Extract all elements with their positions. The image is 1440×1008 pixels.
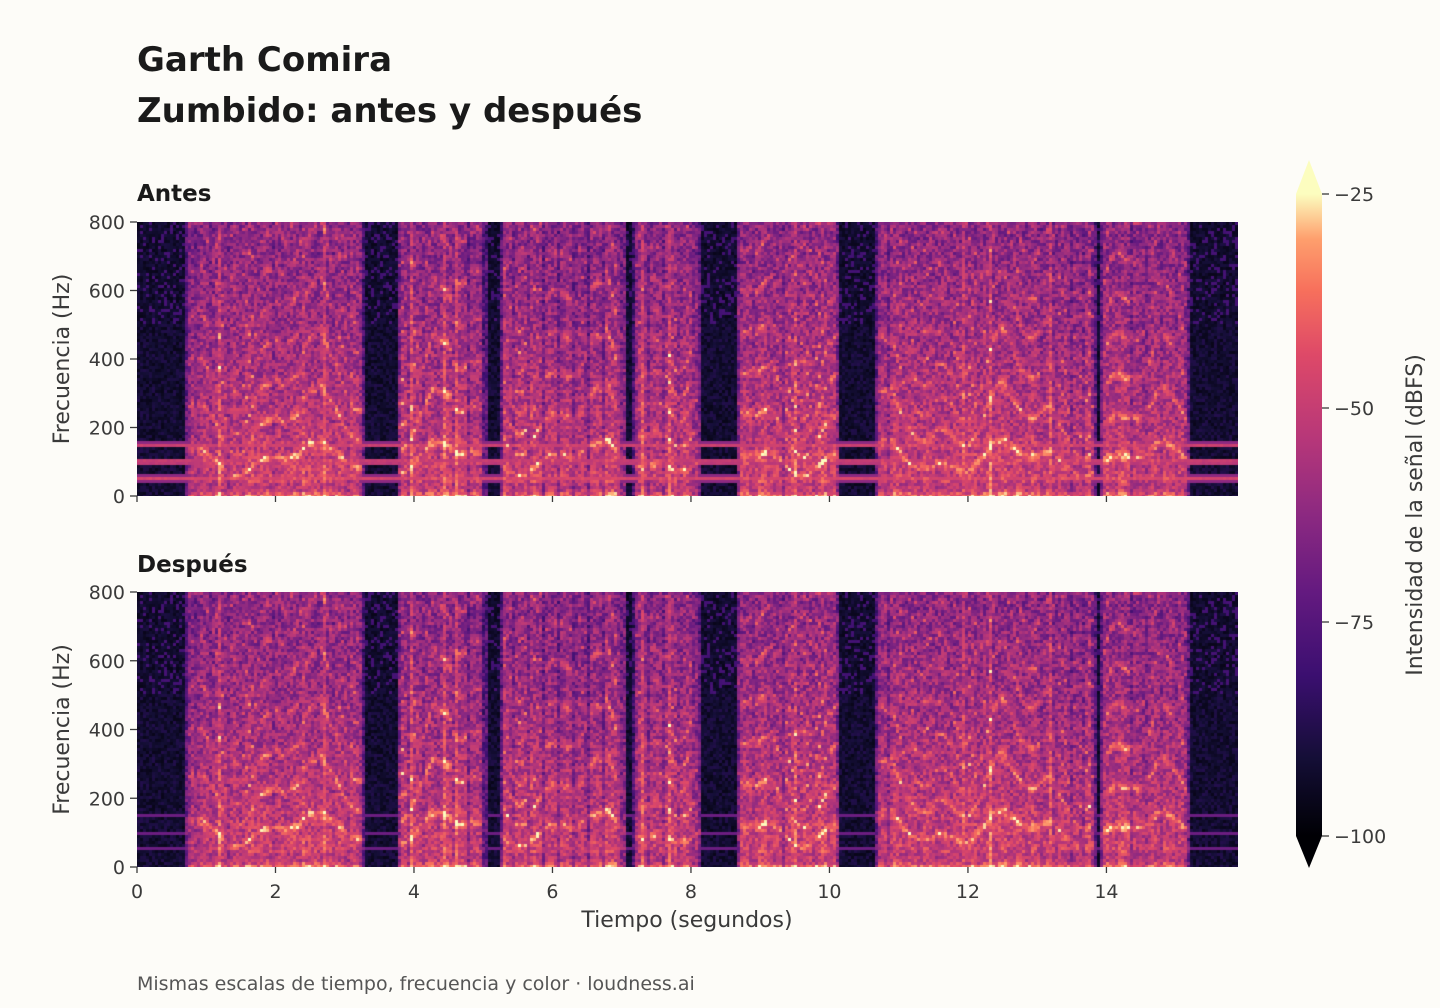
y-tick-label: 800 bbox=[89, 212, 125, 234]
footer-note: Mismas escalas de tiempo, frecuencia y c… bbox=[137, 973, 695, 995]
axes-antes: 0 200 400 600 800 Frecuencia (Hz) bbox=[50, 212, 1108, 508]
panel-antes: Antes 0 200 400 600 800 Frecuencia (Hz) bbox=[50, 181, 1238, 508]
colorbar: −25 −50 −75 −100 Intensidad de la señal (dB… bbox=[1296, 160, 1428, 868]
x-tick-label: 6 bbox=[546, 881, 558, 903]
panel-title-antes: Antes bbox=[137, 181, 211, 207]
y-tick-label: 200 bbox=[89, 418, 125, 440]
colorbar-extend-top bbox=[1296, 160, 1322, 194]
figure-title: Garth Comira bbox=[137, 40, 392, 80]
colorbar-tick-label: −50 bbox=[1334, 398, 1374, 420]
y-tick-label: 800 bbox=[89, 582, 125, 604]
x-tick-label: 2 bbox=[269, 881, 281, 903]
y-tick-label: 600 bbox=[89, 281, 125, 303]
colorbar-ticks: −25 −50 −75 −100 bbox=[1322, 184, 1386, 848]
colorbar-gradient bbox=[1296, 194, 1322, 836]
y-tick-label: 200 bbox=[89, 788, 125, 810]
y-tick-label: 400 bbox=[89, 720, 125, 742]
x-tick-label: 14 bbox=[1094, 881, 1118, 903]
panel-despues: Después 0 200 400 600 800 0 2 4 6 8 10 12 14 Frecuenc… bbox=[50, 552, 1238, 903]
y-tick-label: 400 bbox=[89, 349, 125, 371]
colorbar-tick-label: −75 bbox=[1334, 612, 1374, 634]
x-axis-label: Tiempo (segundos) bbox=[580, 908, 792, 933]
colorbar-tick-label: −25 bbox=[1334, 184, 1374, 206]
axes-despues: 0 200 400 600 800 0 2 4 6 8 10 12 14 Frecuencia (Hz) bbox=[50, 582, 1119, 903]
figure-subtitle: Zumbido: antes y después bbox=[137, 91, 642, 131]
colorbar-extend-bottom bbox=[1296, 836, 1322, 868]
y-tick-label: 0 bbox=[113, 857, 125, 879]
spectrogram-antes bbox=[137, 222, 1238, 496]
panel-title-despues: Después bbox=[137, 552, 248, 578]
x-tick-label: 0 bbox=[131, 881, 143, 903]
colorbar-label: Intensidad de la señal (dBFS) bbox=[1403, 354, 1428, 676]
x-tick-label: 8 bbox=[685, 881, 697, 903]
x-tick-label: 12 bbox=[956, 881, 980, 903]
colorbar-tick-label: −100 bbox=[1334, 826, 1386, 848]
x-tick-label: 10 bbox=[817, 881, 841, 903]
y-tick-label: 600 bbox=[89, 651, 125, 673]
y-axis-label: Frecuencia (Hz) bbox=[50, 644, 75, 815]
y-tick-label: 0 bbox=[113, 486, 125, 508]
spectrogram-despues bbox=[137, 592, 1238, 867]
x-tick-label: 4 bbox=[408, 881, 420, 903]
y-axis-label: Frecuencia (Hz) bbox=[50, 274, 75, 445]
